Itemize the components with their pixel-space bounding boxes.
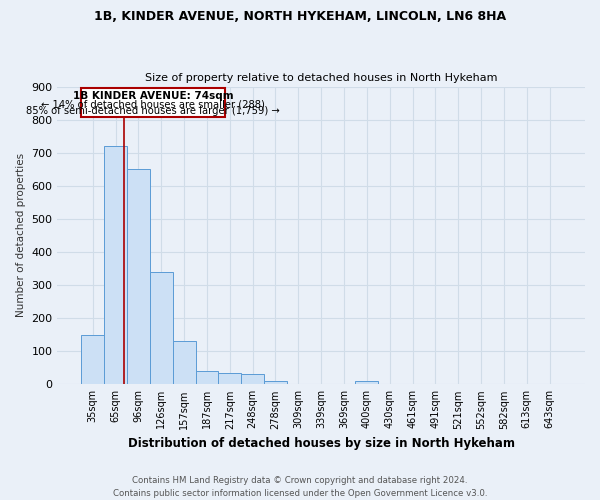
Bar xyxy=(173,342,196,384)
Text: 1B, KINDER AVENUE, NORTH HYKEHAM, LINCOLN, LN6 8HA: 1B, KINDER AVENUE, NORTH HYKEHAM, LINCOL… xyxy=(94,10,506,23)
FancyBboxPatch shape xyxy=(82,88,225,117)
Bar xyxy=(104,146,127,384)
Text: 85% of semi-detached houses are larger (1,759) →: 85% of semi-detached houses are larger (… xyxy=(26,106,280,117)
Title: Size of property relative to detached houses in North Hykeham: Size of property relative to detached ho… xyxy=(145,73,497,83)
X-axis label: Distribution of detached houses by size in North Hykeham: Distribution of detached houses by size … xyxy=(128,437,515,450)
Bar xyxy=(127,170,150,384)
Bar xyxy=(150,272,173,384)
Y-axis label: Number of detached properties: Number of detached properties xyxy=(16,154,26,318)
Text: ← 14% of detached houses are smaller (288): ← 14% of detached houses are smaller (28… xyxy=(41,99,265,109)
Text: 1B KINDER AVENUE: 74sqm: 1B KINDER AVENUE: 74sqm xyxy=(73,91,233,101)
Bar xyxy=(218,372,241,384)
Bar xyxy=(82,334,104,384)
Bar xyxy=(355,381,378,384)
Bar xyxy=(196,371,218,384)
Bar xyxy=(264,381,287,384)
Bar xyxy=(241,374,264,384)
Text: Contains HM Land Registry data © Crown copyright and database right 2024.
Contai: Contains HM Land Registry data © Crown c… xyxy=(113,476,487,498)
